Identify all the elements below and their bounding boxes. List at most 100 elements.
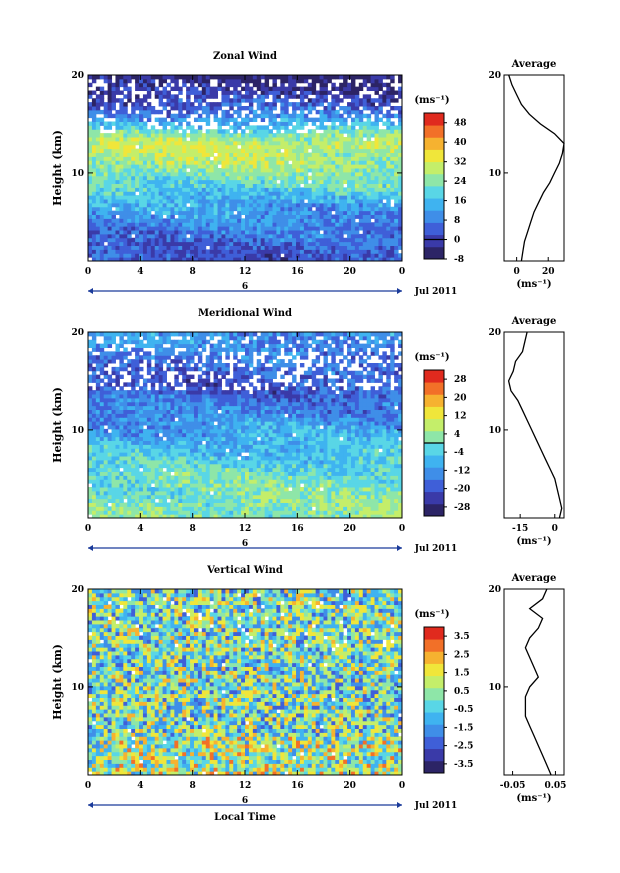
heatmap-cell (276, 113, 281, 119)
heatmap-cell (99, 448, 105, 453)
heatmap-cell (347, 237, 352, 243)
heatmap-cell (358, 475, 364, 480)
heatmap-cell (378, 202, 383, 208)
heatmap-cell (115, 175, 120, 181)
heatmap-cell (311, 210, 317, 216)
heatmap-cell (135, 487, 140, 492)
heatmap-cell (170, 459, 175, 465)
heatmap-cell (390, 164, 395, 169)
heatmap-cell (213, 144, 219, 150)
heatmap-cell (335, 152, 340, 157)
heatmap-cell (127, 202, 132, 208)
heatmap-cell (398, 241, 403, 247)
heatmap-cell (390, 86, 395, 92)
heatmap-cell (292, 463, 297, 469)
heatmap-cell (115, 179, 120, 185)
heatmap-cell (311, 257, 317, 262)
heatmap-cell (315, 448, 321, 453)
heatmap-cell (362, 226, 368, 231)
heatmap-cell (335, 75, 340, 80)
heatmap-cell (217, 206, 222, 212)
heatmap-cell (323, 117, 328, 123)
heatmap-cell (170, 253, 175, 258)
heatmap-cell (268, 183, 273, 188)
heatmap-cell (88, 214, 93, 219)
heatmap-cell (146, 140, 152, 146)
heatmap-cell (166, 471, 171, 476)
heatmap-cell (354, 237, 360, 243)
heatmap-cell (158, 222, 164, 227)
heatmap-cell (229, 222, 234, 227)
heatmap-cell (374, 148, 379, 154)
heatmap-cell (205, 502, 211, 507)
heatmap-cell (398, 206, 403, 212)
heatmap-cell (213, 506, 219, 511)
heatmap-cell (142, 249, 148, 254)
heatmap-cell (331, 233, 336, 239)
heatmap-cell (213, 463, 219, 469)
heatmap-cell (166, 133, 171, 138)
heatmap-cell (123, 148, 128, 154)
heatmap-cell (296, 164, 301, 169)
heatmap-cell (323, 257, 328, 262)
heatmap-cell (221, 102, 226, 107)
heatmap-cell (178, 490, 183, 496)
colorbar-tick-label: 0 (454, 236, 460, 246)
heatmap-cell (343, 137, 348, 142)
heatmap-cell (366, 148, 372, 154)
heatmap-cell (339, 75, 344, 80)
heatmap-cell (170, 506, 175, 511)
heatmap-cell (268, 253, 273, 258)
heatmap-cell (296, 230, 301, 235)
heatmap-cell (103, 487, 109, 492)
heatmap-cell (370, 144, 376, 150)
heatmap-cell (260, 483, 266, 488)
heatmap-cell (256, 245, 262, 250)
heatmap-cell (241, 253, 246, 258)
heatmap-cell (386, 164, 391, 169)
heatmap-cell (276, 245, 281, 250)
heatmap-cell (394, 471, 399, 476)
heatmap-cell (135, 214, 140, 219)
heatmap-cell (186, 448, 191, 453)
heatmap-cell (131, 137, 136, 142)
heatmap-cell (264, 160, 270, 165)
heatmap-cell (264, 133, 270, 138)
heatmap-cell (319, 94, 324, 99)
heatmap-cell (366, 237, 372, 243)
heatmap-cell (331, 448, 336, 453)
heatmap-cell (139, 152, 144, 157)
heatmap-cell (225, 179, 230, 185)
heatmap-cell (245, 233, 250, 239)
heatmap-cell (256, 249, 262, 254)
heatmap-cell (374, 133, 379, 138)
heatmap-cell (209, 168, 215, 173)
heatmap-cell (299, 152, 305, 157)
heatmap-cell (146, 168, 152, 173)
heatmap-cell (91, 510, 97, 515)
heatmap-cell (170, 494, 175, 500)
heatmap-cell (197, 452, 203, 457)
heatmap-cell (272, 222, 277, 227)
heatmap-cell (135, 187, 140, 192)
heatmap-cell (174, 494, 179, 500)
heatmap-cell (245, 179, 250, 185)
heatmap-cell (350, 129, 356, 134)
heatmap-cell (245, 195, 250, 200)
heatmap-cell (205, 129, 211, 134)
heatmap-cell (370, 98, 376, 103)
heatmap-cell (174, 148, 179, 154)
heatmap-cell (170, 502, 175, 507)
heatmap-cell (347, 510, 352, 515)
heatmap-cell (327, 206, 332, 212)
heatmap-cell (252, 494, 258, 500)
heatmap-cell (229, 467, 234, 473)
heatmap-cell (394, 226, 399, 231)
heatmap-cell (303, 179, 309, 185)
heatmap-cell (174, 237, 179, 243)
heatmap-cell (386, 502, 391, 507)
heatmap-cell (390, 502, 395, 507)
heatmap-cell (292, 106, 297, 111)
heatmap-cell (398, 490, 403, 496)
heatmap-cell (233, 475, 238, 480)
